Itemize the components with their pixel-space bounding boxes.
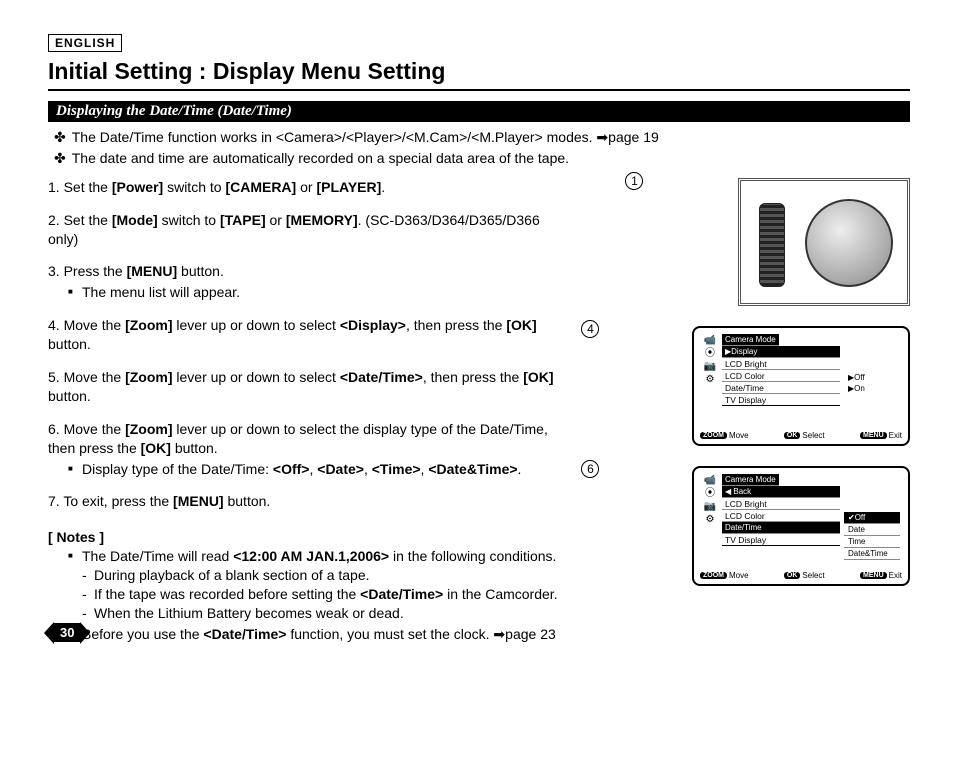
language-badge: ENGLISH <box>48 34 122 52</box>
menu-item: LCD Color <box>722 370 840 382</box>
menu-item-selected: ▶Display <box>722 346 840 358</box>
menu-back: ◀ Back <box>722 486 840 498</box>
menu-icons: 📹⦿📷⚙ <box>702 474 718 560</box>
callout-number: 4 <box>581 320 599 338</box>
intro-line: The Date/Time function works in <Camera>… <box>54 128 910 147</box>
step-5: 5. Move the [Zoom] lever up or down to s… <box>48 368 563 406</box>
page: ENGLISH Initial Setting : Display Menu S… <box>0 0 954 664</box>
menu-footer: ZOOMMove OKSelect MENUExit <box>700 431 902 440</box>
menu-option: ▶On <box>844 383 900 394</box>
figure-4: 4 📹⦿📷⚙ Camera Mode ▶Display LCD Bright L… <box>577 326 910 446</box>
note-dash: During playback of a blank section of a … <box>82 566 563 585</box>
step-1: 1. Set the [Power] switch to [CAMERA] or… <box>48 178 563 197</box>
camera-dial-illustration <box>738 178 910 306</box>
menu-screen-display: 📹⦿📷⚙ Camera Mode ▶Display LCD Bright LCD… <box>692 326 910 446</box>
menu-option: Date&Time <box>844 548 900 560</box>
step-2: 2. Set the [Mode] switch to [TAPE] or [M… <box>48 211 563 249</box>
menu-screen-datetime: 📹⦿📷⚙ Camera Mode ◀ Back LCD Bright LCD C… <box>692 466 910 586</box>
menu-item: Date/Time <box>722 382 840 394</box>
menu-icons: 📹⦿📷⚙ <box>702 334 718 406</box>
note-2: Before you use the <Date/Time> function,… <box>68 625 563 644</box>
camera-icon: 📹 <box>702 475 718 487</box>
step-4: 4. Move the [Zoom] lever up or down to s… <box>48 316 563 354</box>
callout-number: 6 <box>581 460 599 478</box>
step-6: 6. Move the [Zoom] lever up or down to s… <box>48 420 563 479</box>
figure-6: 6 📹⦿📷⚙ Camera Mode ◀ Back LCD Bright LCD… <box>577 466 910 586</box>
note-dash: If the tape was recorded before setting … <box>82 585 563 604</box>
note-dash: When the Lithium Battery becomes weak or… <box>82 604 563 623</box>
page-number: 30 <box>44 622 90 644</box>
menu-item: TV Display <box>722 394 840 406</box>
menu-item: TV Display <box>722 534 840 546</box>
menu-option: Time <box>844 536 900 548</box>
menu-footer: ZOOMMove OKSelect MENUExit <box>700 571 902 580</box>
menu-option-selected: ✔Off <box>844 512 900 524</box>
camera-icon: 📹 <box>702 335 718 347</box>
menu-item: LCD Bright <box>722 498 840 510</box>
figures-column: 1 4 📹⦿📷⚙ Camera Mode ▶Displa <box>577 178 910 644</box>
menu-option: Date <box>844 524 900 536</box>
menu-item: LCD Color <box>722 510 840 522</box>
menu-item-selected: Date/Time <box>722 522 840 534</box>
menu-mode-label: Camera Mode <box>722 334 779 346</box>
intro-line: The date and time are automatically reco… <box>54 149 910 168</box>
note-1: The Date/Time will read <12:00 AM JAN.1,… <box>68 547 563 566</box>
callout-number: 1 <box>625 172 643 190</box>
page-title: Initial Setting : Display Menu Setting <box>48 58 910 91</box>
step-3: 3. Press the [MENU] button. The menu lis… <box>48 262 563 302</box>
menu-mode-label: Camera Mode <box>722 474 779 486</box>
section-heading: Displaying the Date/Time (Date/Time) <box>48 101 910 122</box>
instructions-column: 1. Set the [Power] switch to [CAMERA] or… <box>48 178 563 644</box>
figure-1: 1 <box>577 178 910 306</box>
step-7: 7. To exit, press the [MENU] button. <box>48 492 563 511</box>
menu-item: LCD Bright <box>722 358 840 370</box>
menu-option: ▶Off <box>844 372 900 383</box>
notes-heading: [ Notes ] <box>48 529 563 545</box>
